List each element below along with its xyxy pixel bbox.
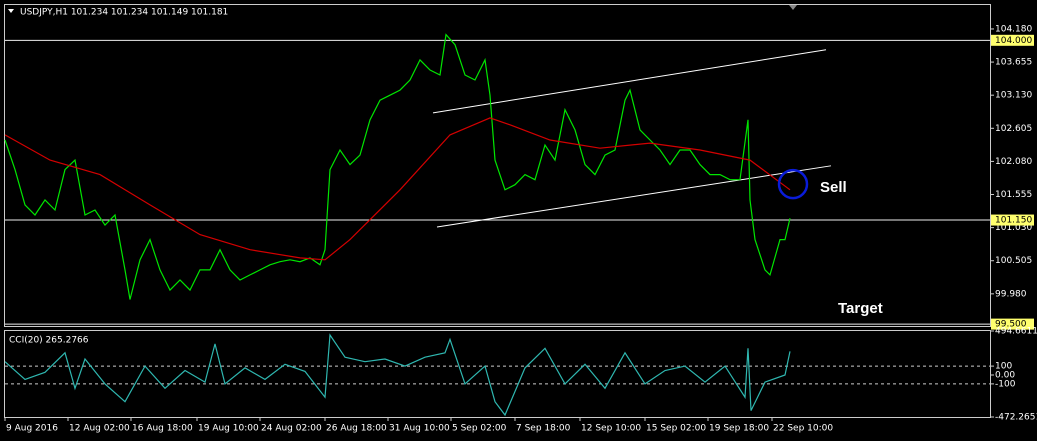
chart-title: USDJPY,H1 101.234 101.234 101.149 101.18… [20, 8, 228, 18]
x-tick-label: 26 Aug 18:00 [326, 424, 387, 434]
x-tick-label: 22 Sep 10:00 [773, 424, 833, 434]
y-tick-label: 99.980 [995, 289, 1027, 299]
price-label: 101.150 [995, 216, 1032, 226]
menu-arrow[interactable] [8, 9, 14, 13]
x-tick-label: 16 Aug 18:00 [132, 424, 193, 434]
y-tick-label: -100 [995, 379, 1016, 389]
trend-line [432, 49, 827, 114]
x-tick-label: 19 Sep 18:00 [709, 424, 769, 434]
trend-line [436, 165, 832, 228]
price-label-box [991, 34, 1034, 46]
x-tick-label: 12 Aug 02:00 [69, 424, 130, 434]
x-tick-label: 12 Sep 10:00 [581, 424, 641, 434]
price-label-box [991, 318, 1034, 330]
price-label: 99.500 [995, 320, 1027, 330]
shift-marker [789, 5, 797, 10]
y-tick-label: 102.080 [995, 157, 1032, 167]
y-tick-label: -472.2651 [995, 413, 1037, 423]
y-tick-label: 103.655 [995, 58, 1032, 68]
y-tick-label: 103.130 [995, 91, 1032, 101]
y-tick-label: 0.00 [995, 370, 1015, 380]
x-tick-label: 15 Sep 02:00 [646, 424, 706, 434]
x-tick-label: 9 Aug 2016 [6, 424, 58, 434]
y-tick-label: 101.030 [995, 223, 1032, 233]
y-tick-label: 100.505 [995, 256, 1032, 266]
x-tick-label: 19 Aug 10:00 [198, 424, 259, 434]
x-tick-label: 7 Sep 18:00 [516, 424, 571, 434]
series-line [4, 333, 791, 417]
sell-circle [777, 168, 809, 200]
indicator-title: CCI(20) 265.2766 [9, 336, 89, 346]
price-label: 104.000 [995, 36, 1032, 46]
x-tick-label: 31 Aug 10:00 [389, 424, 450, 434]
x-tick-label: 5 Sep 02:00 [452, 424, 507, 434]
y-tick-label: 101.555 [995, 190, 1032, 200]
y-tick-label: 102.605 [995, 124, 1032, 134]
y-tick-label: 100 [995, 362, 1012, 372]
annotation: Target [838, 300, 883, 317]
price-panel-frame [4, 4, 991, 327]
y-tick-label: 494.6611 [995, 327, 1037, 337]
x-tick-label: 24 Aug 02:00 [261, 424, 322, 434]
y-tick-label: 104.180 [995, 24, 1032, 34]
annotation: Sell [820, 179, 847, 196]
cci-panel-frame [4, 330, 991, 418]
price-label-box [991, 214, 1034, 226]
series-line [4, 117, 791, 261]
series-line [4, 33, 791, 300]
